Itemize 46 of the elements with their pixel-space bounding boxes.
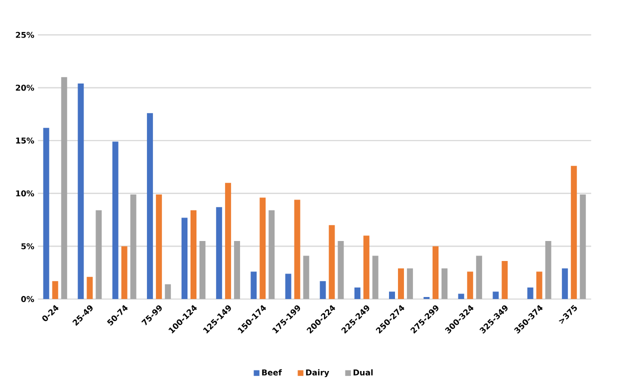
bar <box>328 225 335 300</box>
bar <box>354 288 360 300</box>
bar <box>130 194 136 300</box>
bar <box>476 256 482 300</box>
bar <box>268 210 275 300</box>
bar <box>225 182 232 300</box>
bar <box>156 194 162 300</box>
bar <box>86 276 93 300</box>
bar <box>294 200 300 300</box>
bar <box>320 281 326 300</box>
bar <box>467 272 474 300</box>
bar <box>52 281 58 300</box>
bar <box>338 241 344 300</box>
bar <box>580 194 586 300</box>
bar <box>492 292 499 300</box>
bar <box>545 241 552 300</box>
bar <box>285 274 292 300</box>
bar <box>562 268 568 300</box>
bar <box>199 241 206 300</box>
bar <box>458 294 464 300</box>
bar <box>363 236 370 300</box>
bar <box>502 261 508 300</box>
bar <box>190 210 196 300</box>
bar <box>96 210 102 300</box>
bar <box>389 292 395 300</box>
bar <box>372 256 378 300</box>
bar <box>398 268 404 300</box>
bar <box>536 272 542 300</box>
bar <box>146 113 153 300</box>
bar <box>260 198 266 300</box>
bar <box>78 84 84 300</box>
bar <box>432 246 439 300</box>
bar <box>570 166 577 300</box>
bar <box>43 128 50 300</box>
bar <box>121 246 128 300</box>
bar <box>527 288 534 300</box>
bar <box>216 207 222 300</box>
bar <box>442 268 448 300</box>
bar <box>182 218 188 300</box>
bar <box>303 256 310 300</box>
bar <box>234 241 240 300</box>
bar <box>406 268 413 300</box>
bar <box>164 284 171 300</box>
bar <box>61 77 68 300</box>
bar <box>112 142 118 300</box>
bar <box>250 272 257 300</box>
